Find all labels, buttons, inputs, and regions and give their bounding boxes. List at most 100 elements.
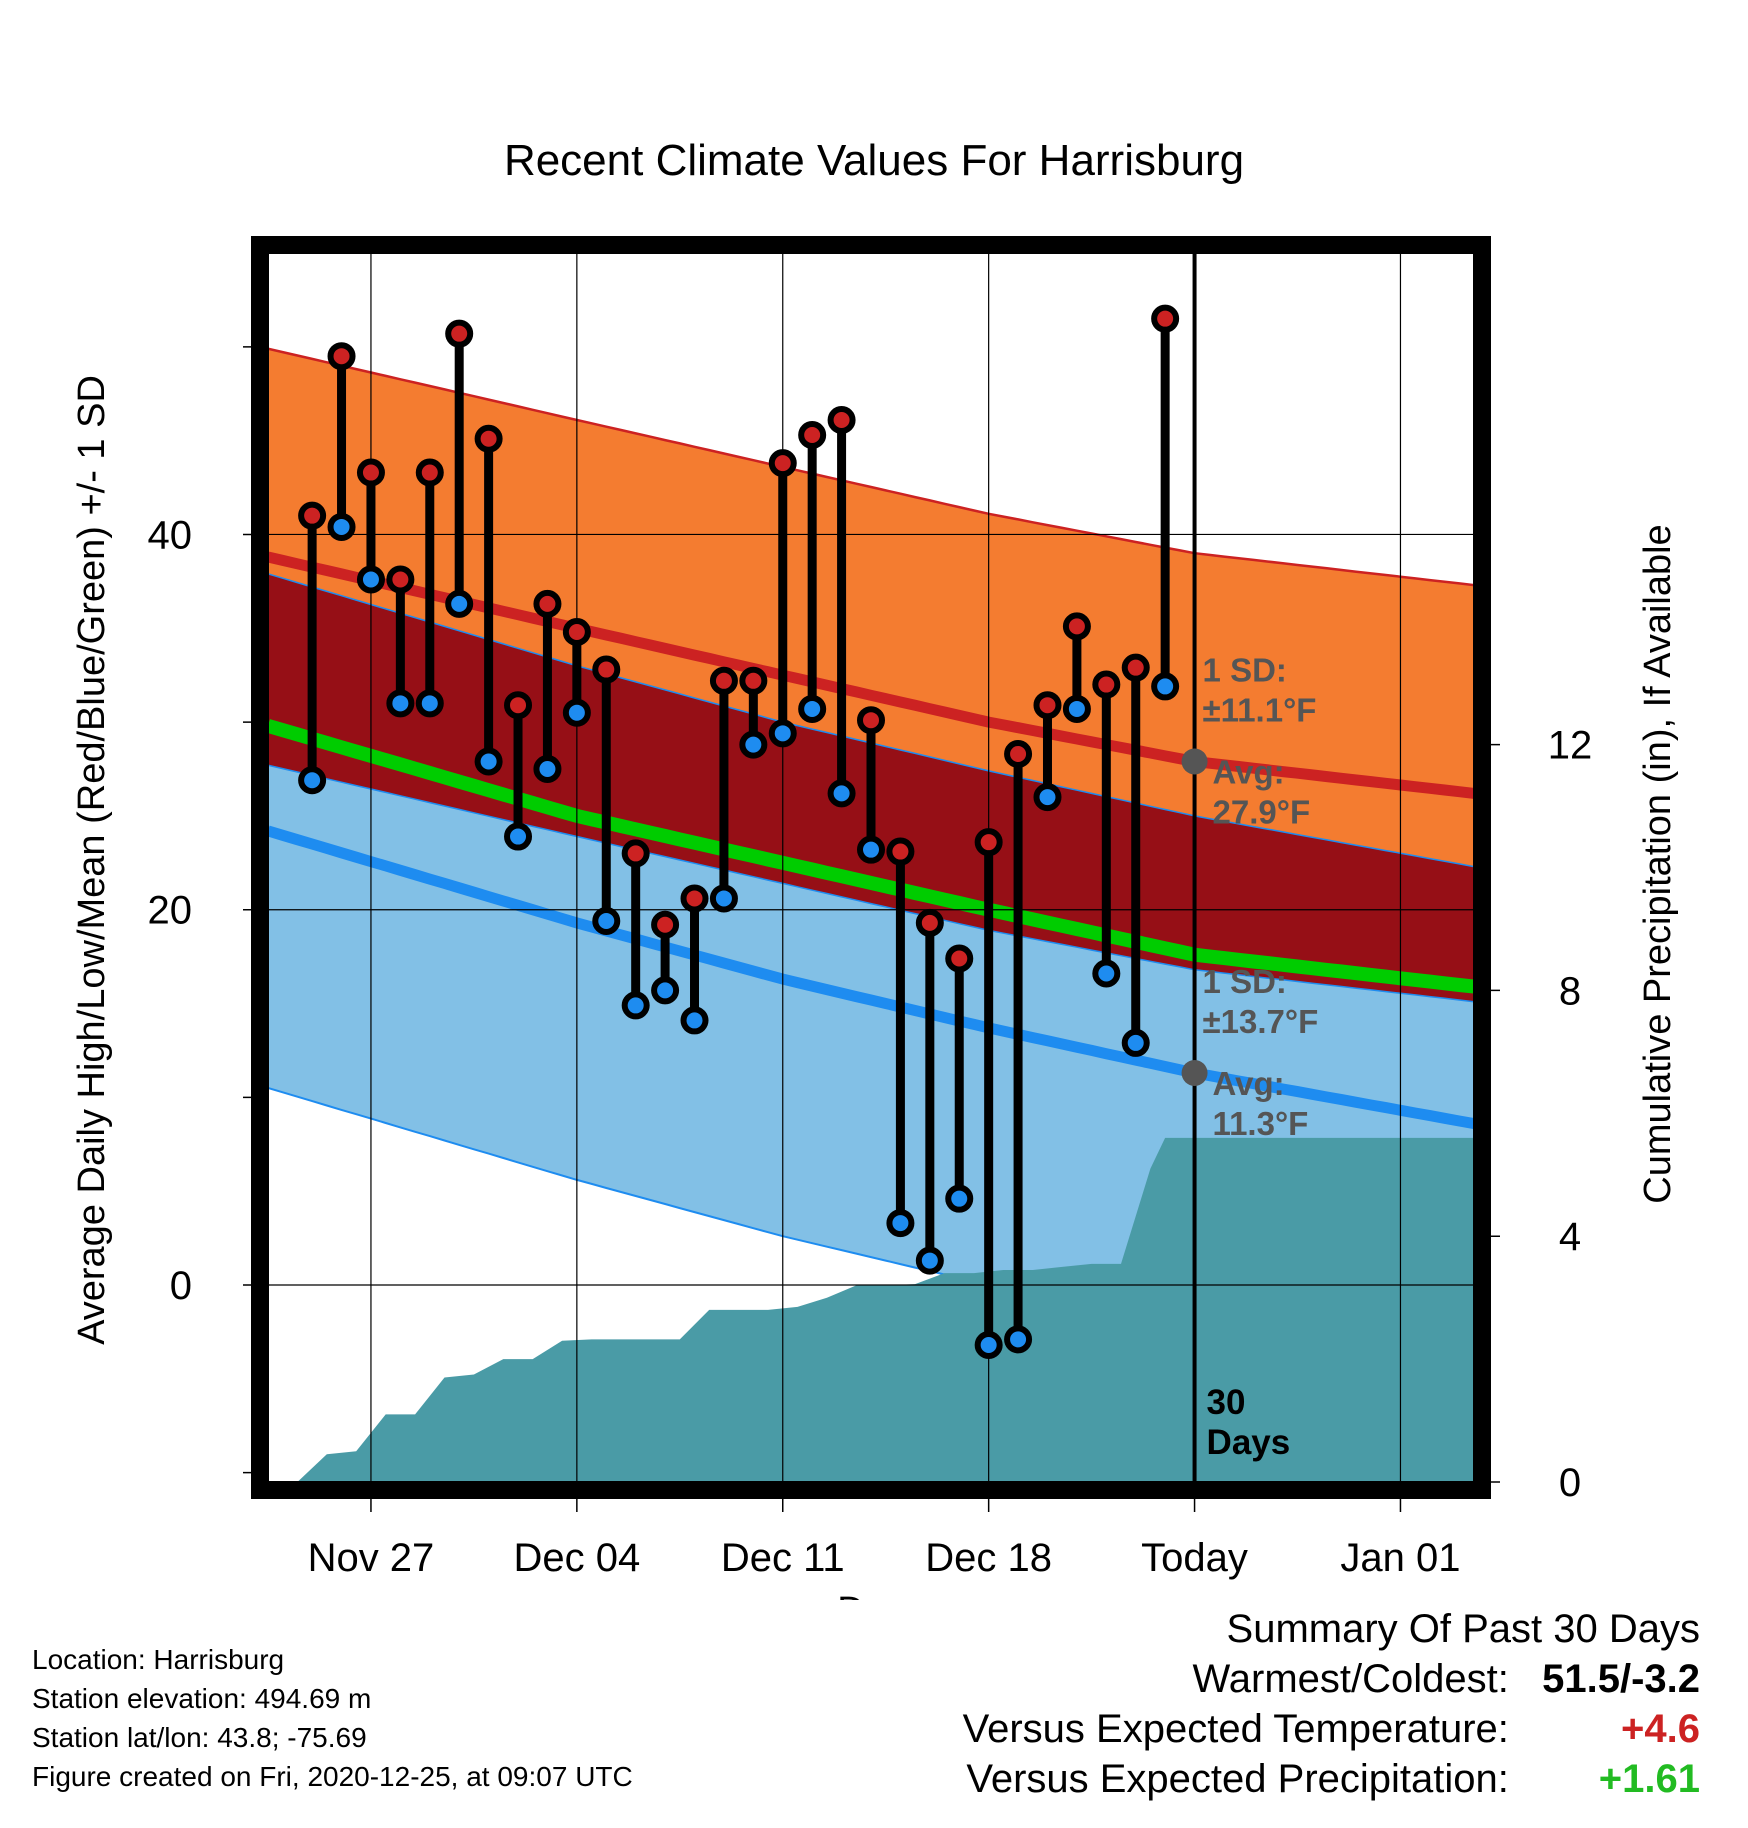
low-point (415, 689, 444, 718)
precip-area (297, 1137, 1474, 1482)
temp-label: Versus Expected Temperature: (962, 1707, 1509, 1751)
x-tick-label: Jan 01 (1340, 1536, 1460, 1580)
low-point (945, 1184, 974, 1213)
high-point (915, 908, 944, 937)
high-point (974, 828, 1003, 857)
high-point (1004, 739, 1033, 768)
temp-value: +4.6 (1621, 1707, 1700, 1751)
high-point (562, 618, 591, 647)
low-point (709, 884, 738, 913)
low-point (827, 779, 856, 808)
high-point (621, 839, 650, 868)
summary-warmest-row: Warmest/Coldest: 51.5/-3.2 (963, 1654, 1701, 1704)
plot-frame (251, 236, 1491, 1499)
low-sd-annotation: 1 SD: (1203, 963, 1287, 1000)
low-avg-annotation: Avg: (1213, 1065, 1285, 1102)
x-tick-label: Nov 27 (308, 1536, 435, 1580)
warmest-value: 51.5/-3.2 (1542, 1657, 1700, 1701)
low-point (592, 906, 621, 935)
low-point (1151, 672, 1180, 701)
y2-tick-label: 0 (1559, 1461, 1581, 1505)
summary-precip-row: Versus Expected Precipitation: +1.61 (963, 1754, 1700, 1804)
x-tick-label: Dec 04 (513, 1536, 640, 1580)
mean-avg-line (268, 719, 1474, 994)
y2-tick-label: 4 (1559, 1215, 1581, 1259)
low-point (1062, 694, 1091, 723)
today-high-avg-marker (1181, 748, 1208, 775)
station-info: Location: Harrisburg Station elevation: … (32, 1640, 633, 1796)
low-point (327, 512, 356, 541)
high-point (1121, 653, 1150, 682)
location-text: Location: Harrisburg (32, 1644, 285, 1675)
climate-chart: Recent Climate Values For Harrisburg 1 S… (71, 136, 1679, 1600)
high-point (356, 458, 385, 487)
low-point (562, 698, 591, 727)
high-point (1151, 304, 1180, 333)
high-point (768, 449, 797, 478)
today-low-avg-marker (1181, 1059, 1208, 1086)
period-annotation: 30 (1207, 1383, 1246, 1422)
low-avg-line (268, 825, 1474, 1130)
high-sd-annotation: ±11.1°F (1203, 691, 1317, 728)
x-tick-label: Dec 11 (721, 1536, 845, 1580)
low-point (1092, 959, 1121, 988)
high-sd-lower-line (268, 764, 1474, 1003)
high-point (945, 944, 974, 973)
low-sd-annotation: ±13.7°F (1203, 1003, 1319, 1040)
high-point (857, 706, 885, 735)
high-point (474, 424, 503, 453)
high-point (798, 421, 827, 450)
low-point (356, 565, 385, 594)
axes: 0 20 40 0 4 8 12 Nov 27 Dec 04 Dec 11 Dec 18 Today J… (148, 346, 1593, 1580)
high-point (533, 589, 562, 618)
high-point (504, 691, 533, 720)
low-point (474, 747, 503, 776)
low-point (504, 822, 533, 851)
latlon-text: Station lat/lon: 43.8; -75.69 (32, 1722, 367, 1753)
low-point (386, 689, 415, 718)
low-point (886, 1209, 915, 1238)
low-avg-annotation: 11.3°F (1213, 1105, 1309, 1142)
high-point (739, 666, 768, 695)
low-point (651, 976, 680, 1005)
high-point (445, 319, 474, 348)
created-text: Figure created on Fri, 2020-12-25, at 09… (32, 1761, 633, 1792)
y-axis-title: Average Daily High/Low/Mean (Red/Blue/Gr… (71, 375, 113, 1345)
high-point (651, 910, 680, 939)
precip-value: +1.61 (1598, 1757, 1700, 1801)
high-point (386, 565, 415, 594)
high-point (1062, 612, 1091, 641)
low-point (739, 730, 768, 759)
y-tick-label: 0 (170, 1264, 192, 1308)
period-annotation: Days (1207, 1423, 1291, 1462)
low-point (1004, 1325, 1033, 1354)
high-avg-annotation: 27.9°F (1213, 793, 1311, 830)
high-avg-annotation: Avg: (1213, 753, 1285, 790)
y2-tick-label: 8 (1559, 969, 1581, 1013)
low-point (974, 1331, 1003, 1360)
high-point (680, 884, 709, 913)
high-point (592, 655, 621, 684)
low-point (533, 754, 562, 783)
high-point (327, 342, 356, 371)
summary-temp-row: Versus Expected Temperature: +4.6 (963, 1704, 1700, 1754)
high-sd-upper-line (268, 347, 1474, 587)
y2-tick-label: 12 (1548, 724, 1593, 768)
high-point (298, 501, 327, 530)
high-point (886, 837, 915, 866)
high-point (709, 666, 738, 695)
y2-axis-title: Cumulative Precipitation (in), If Availa… (1637, 524, 1679, 1203)
chart-title: Recent Climate Values For Harrisburg (504, 136, 1244, 185)
warmest-label: Warmest/Coldest: (1192, 1657, 1509, 1701)
low-point (1033, 783, 1062, 812)
low-point (445, 589, 474, 618)
high-sd-annotation: 1 SD: (1203, 651, 1287, 688)
x-tick-label: Today (1141, 1536, 1248, 1580)
high-point (415, 458, 444, 487)
low-point (1121, 1028, 1150, 1057)
low-point (768, 719, 797, 748)
summary-title: Summary Of Past 30 Days (1226, 1607, 1700, 1651)
high-point (1033, 691, 1062, 720)
